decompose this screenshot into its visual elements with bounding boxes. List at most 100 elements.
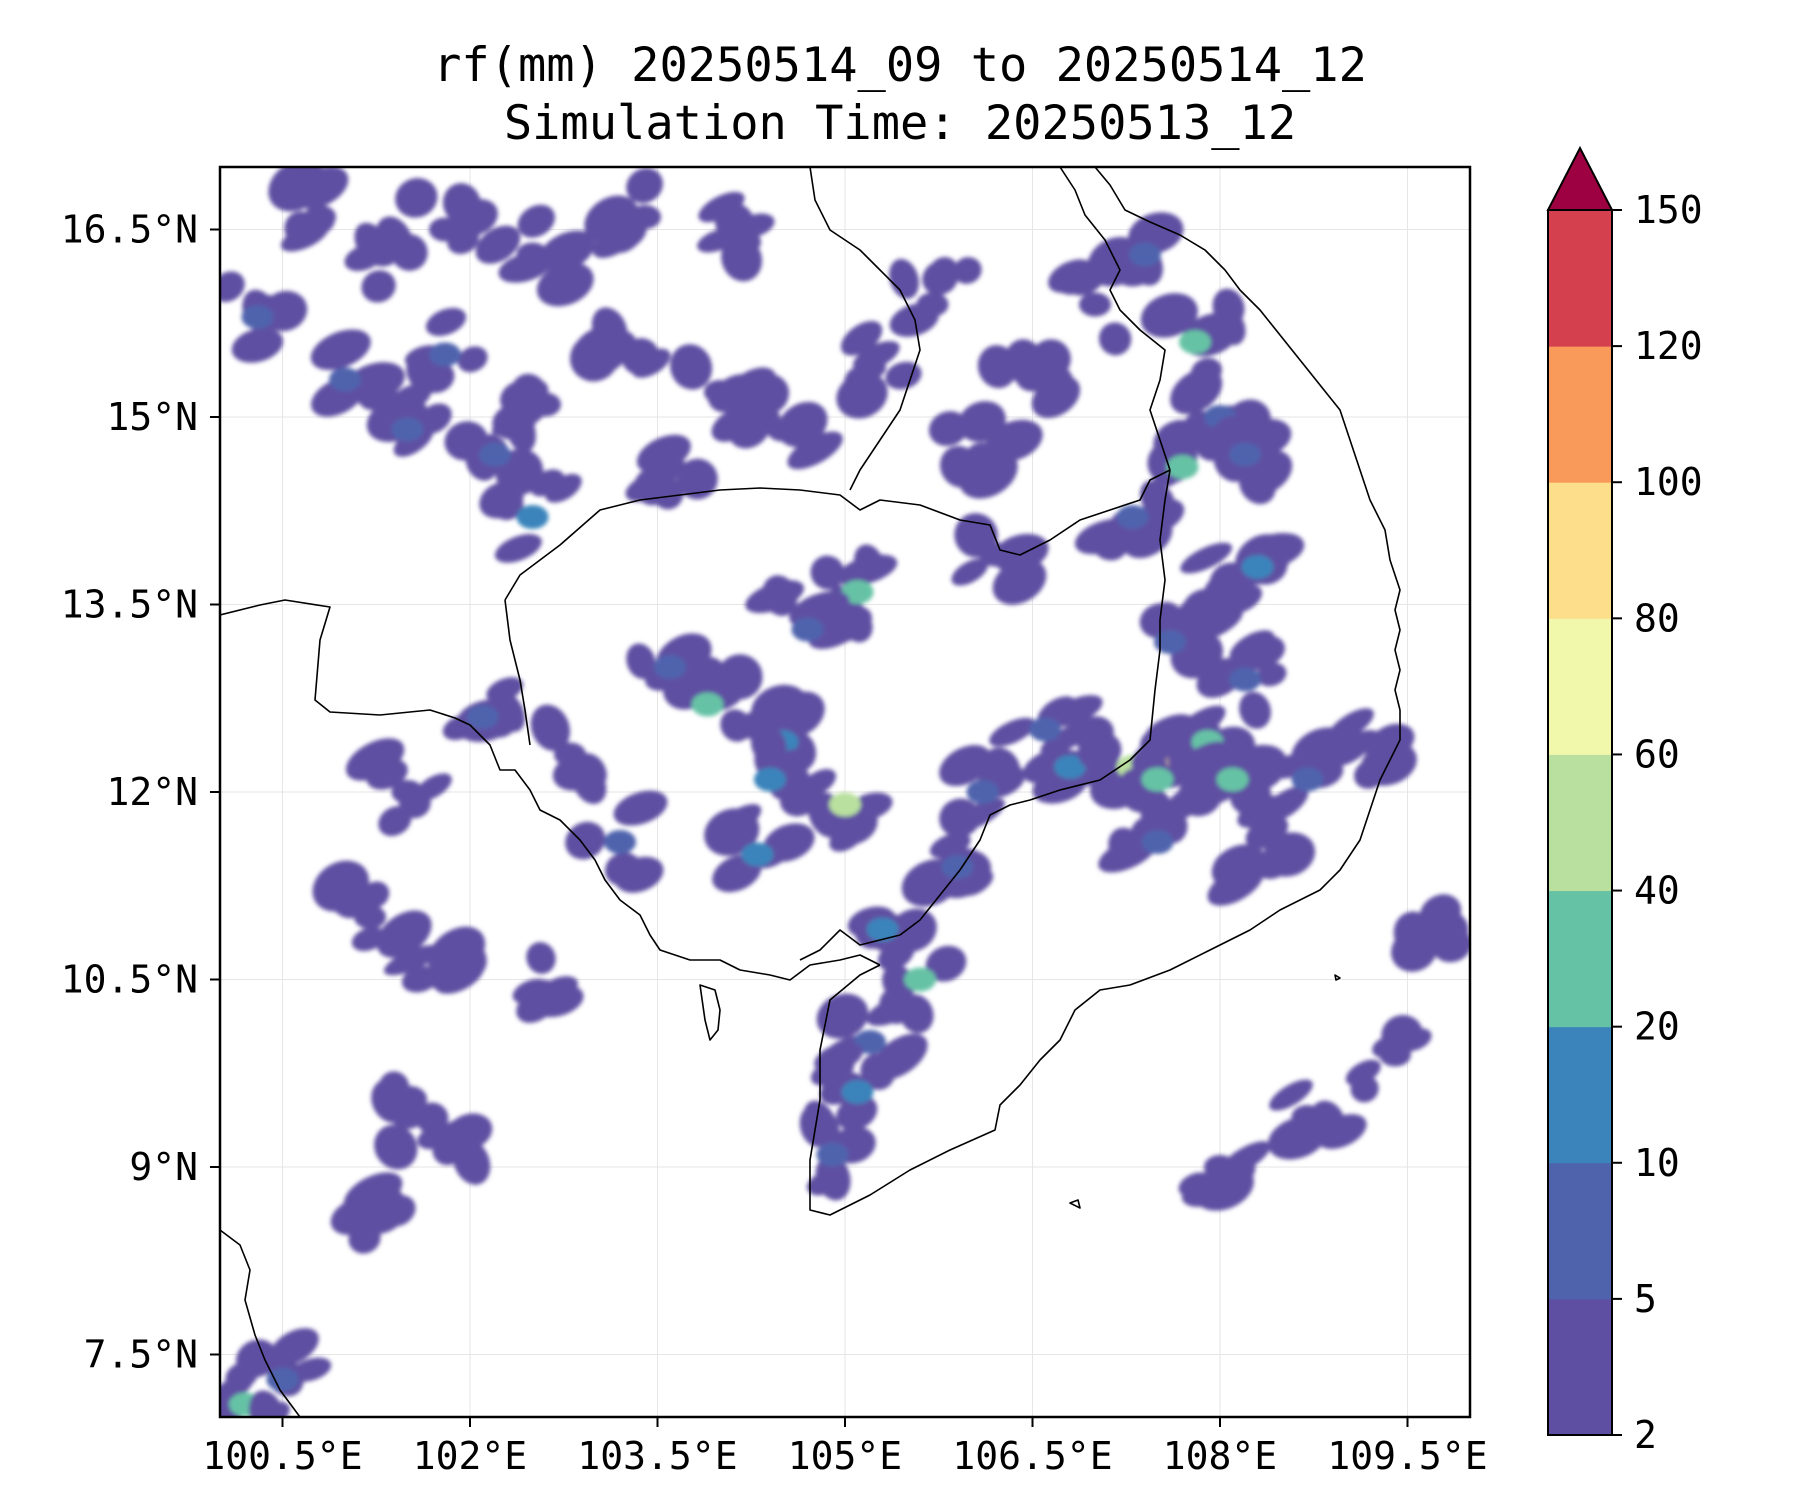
- rain-blob: [1231, 634, 1285, 671]
- rain-blob: [565, 821, 606, 860]
- rain-cell: [530, 704, 607, 804]
- rain-peak: [698, 697, 717, 712]
- rain-blob: [922, 260, 959, 296]
- rain-cell: [565, 790, 668, 893]
- rain-blob: [231, 328, 284, 363]
- rain-blob: [1098, 322, 1132, 356]
- rain-blob: [959, 869, 994, 897]
- rain-core: [441, 1130, 474, 1154]
- rain-blob: [506, 409, 536, 453]
- x-tick-label: 100.5°E: [202, 1434, 362, 1478]
- rain-blob: [425, 307, 467, 337]
- x-tick-label: 109.5°E: [1327, 1434, 1487, 1478]
- rain-core: [1029, 717, 1061, 742]
- rain-blob: [836, 554, 898, 586]
- rain-cell: [928, 401, 1043, 499]
- rain-blob: [1182, 588, 1224, 627]
- y-tick-label: 15°N: [106, 395, 198, 439]
- rain-cell: [1174, 741, 1288, 828]
- rain-core: [854, 355, 886, 379]
- rain-cell: [800, 769, 893, 852]
- rain-blob: [1153, 419, 1201, 461]
- x-tick-label: 105°E: [788, 1434, 902, 1478]
- colorbar-bin: [1548, 890, 1612, 1028]
- rain-core: [1141, 830, 1174, 854]
- rain-blob: [815, 1154, 851, 1201]
- rain-core: [1229, 442, 1261, 467]
- rain-blob: [360, 881, 390, 909]
- rain-cell: [977, 339, 1081, 418]
- rain-core: [479, 442, 511, 467]
- y-tick-label: 9°N: [129, 1145, 198, 1189]
- rain-cell: [584, 168, 663, 258]
- rain-core: [654, 655, 686, 679]
- rain-blob: [613, 790, 668, 826]
- rain-blob: [953, 257, 982, 284]
- rain-blob: [951, 558, 989, 586]
- rain-cell: [344, 216, 428, 303]
- island-small-1: [1069, 1199, 1081, 1209]
- rain-core: [391, 1105, 424, 1129]
- colorbar-tick-label: 10: [1634, 1141, 1680, 1185]
- rain-blob: [1077, 731, 1122, 771]
- rain-blob: [1214, 415, 1247, 445]
- rain-blob: [328, 872, 367, 919]
- rain-blob: [268, 167, 327, 212]
- rain-cell: [220, 271, 308, 363]
- rain-core: [841, 1080, 874, 1104]
- rain-core: [466, 705, 499, 729]
- rain-cell: [310, 329, 405, 417]
- rain-core: [241, 305, 274, 329]
- rain-core: [941, 855, 974, 879]
- rain-cell: [312, 860, 432, 958]
- rain-blob: [954, 798, 1005, 832]
- colorbar-tick-label: 2: [1634, 1413, 1657, 1457]
- rainfall-contours: [220, 167, 1470, 1417]
- rain-blob: [836, 1095, 878, 1131]
- rain-blob: [545, 473, 582, 503]
- rain-core: [754, 767, 786, 792]
- rain-blob: [374, 1124, 418, 1170]
- rain-blob: [1220, 584, 1263, 614]
- rain-core: [1254, 855, 1286, 879]
- rain-core: [1291, 767, 1324, 792]
- rain-cell: [236, 1328, 332, 1417]
- coastlines-and-borders: [220, 167, 1401, 1417]
- rain-blob: [885, 361, 922, 390]
- rain-blob: [420, 362, 455, 393]
- rain-core: [604, 830, 636, 854]
- rain-blob: [1419, 894, 1462, 933]
- rain-blob: [1162, 726, 1195, 753]
- rain-cell: [1213, 415, 1293, 505]
- rain-peak: [911, 972, 929, 987]
- rain-core: [916, 292, 949, 317]
- rain-cell: [416, 1102, 493, 1185]
- rain-core: [1154, 630, 1186, 654]
- rain-blob: [676, 458, 718, 500]
- colorbar-tick-label: 80: [1634, 596, 1680, 640]
- rain-core: [604, 330, 636, 354]
- colorbar-tick-label: 40: [1634, 869, 1680, 913]
- rain-blob: [1048, 259, 1095, 293]
- rain-core: [791, 617, 824, 642]
- rain-cell: [951, 513, 1049, 605]
- rain-blob: [605, 852, 642, 886]
- rain-blob: [220, 1375, 253, 1403]
- rain-blob: [772, 691, 825, 738]
- rain-cell: [847, 906, 937, 953]
- rain-core: [329, 367, 361, 392]
- rain-core: [1079, 292, 1111, 317]
- rain-core: [516, 505, 549, 529]
- rain-blob: [494, 534, 542, 563]
- colorbar-frame: [1547, 209, 1613, 1436]
- rain-cell: [1087, 212, 1184, 287]
- rain-cell: [939, 745, 1026, 838]
- rain-cell: [697, 191, 775, 282]
- rain-blob: [1196, 657, 1245, 698]
- rain-blob: [800, 769, 837, 797]
- rain-core: [1016, 367, 1049, 392]
- rain-core: [1291, 1105, 1324, 1129]
- rain-cell: [1139, 588, 1224, 679]
